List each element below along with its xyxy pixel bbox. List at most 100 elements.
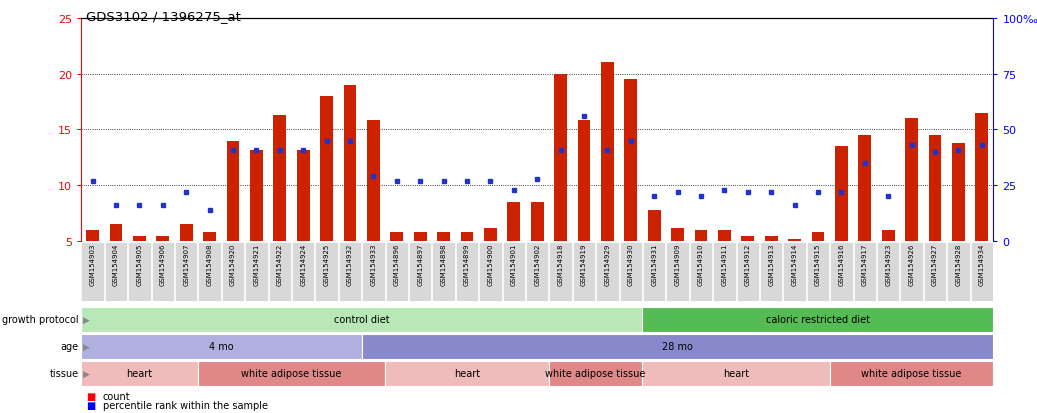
- Bar: [274, 116, 286, 242]
- Text: GSM154932: GSM154932: [347, 243, 353, 286]
- Bar: [905, 119, 918, 242]
- Text: GDS3102 / 1396275_at: GDS3102 / 1396275_at: [86, 10, 241, 23]
- Text: GSM154902: GSM154902: [534, 243, 540, 286]
- Bar: [292, 242, 314, 301]
- Bar: [362, 334, 993, 359]
- Bar: [414, 233, 426, 242]
- Bar: [788, 240, 801, 242]
- Bar: [976, 113, 988, 242]
- Text: control diet: control diet: [334, 315, 390, 325]
- Bar: [550, 242, 571, 301]
- Text: GSM154922: GSM154922: [277, 243, 283, 285]
- Bar: [175, 242, 197, 301]
- Text: GSM154908: GSM154908: [206, 243, 213, 286]
- Bar: [81, 361, 198, 386]
- Bar: [179, 225, 193, 242]
- Bar: [198, 361, 385, 386]
- Text: GSM154928: GSM154928: [955, 243, 961, 286]
- Text: GSM154899: GSM154899: [464, 243, 470, 286]
- Bar: [81, 307, 643, 332]
- Bar: [549, 361, 643, 386]
- Bar: [643, 307, 993, 332]
- Text: heart: heart: [454, 368, 480, 378]
- Bar: [718, 230, 731, 242]
- Bar: [81, 334, 362, 359]
- Bar: [432, 242, 455, 301]
- Text: GSM154911: GSM154911: [722, 243, 727, 286]
- Text: percentile rank within the sample: percentile rank within the sample: [103, 400, 268, 410]
- Text: GSM154900: GSM154900: [487, 243, 494, 286]
- Text: GSM154897: GSM154897: [417, 243, 423, 286]
- Bar: [807, 242, 830, 301]
- Text: white adipose tissue: white adipose tissue: [862, 368, 961, 378]
- Bar: [343, 85, 357, 242]
- Bar: [713, 242, 735, 301]
- Bar: [385, 361, 549, 386]
- Bar: [835, 147, 848, 242]
- Text: GSM154906: GSM154906: [160, 243, 166, 286]
- Bar: [531, 203, 543, 242]
- Bar: [320, 97, 333, 242]
- Text: GSM154910: GSM154910: [698, 243, 704, 286]
- Bar: [643, 242, 666, 301]
- Text: GSM154933: GSM154933: [370, 243, 376, 286]
- Bar: [596, 242, 619, 301]
- Bar: [924, 242, 946, 301]
- Bar: [578, 121, 590, 242]
- Bar: [438, 233, 450, 242]
- Bar: [367, 121, 380, 242]
- Bar: [928, 135, 942, 242]
- Text: ■: ■: [86, 400, 95, 410]
- Text: GSM154912: GSM154912: [745, 243, 751, 286]
- Bar: [764, 236, 778, 242]
- Text: ■: ■: [86, 392, 95, 401]
- Bar: [881, 230, 895, 242]
- Bar: [619, 242, 642, 301]
- Text: GSM154905: GSM154905: [137, 243, 142, 286]
- Text: GSM154914: GSM154914: [791, 243, 797, 286]
- Text: GSM154929: GSM154929: [605, 243, 611, 286]
- Text: 28 mo: 28 mo: [662, 342, 693, 351]
- Text: GSM154907: GSM154907: [184, 243, 189, 286]
- Bar: [245, 242, 268, 301]
- Bar: [853, 242, 876, 301]
- Bar: [409, 242, 431, 301]
- Bar: [830, 361, 993, 386]
- Bar: [971, 242, 993, 301]
- Text: GSM154898: GSM154898: [441, 243, 447, 286]
- Bar: [741, 236, 754, 242]
- Text: GSM154921: GSM154921: [253, 243, 259, 286]
- Bar: [339, 242, 361, 301]
- Bar: [643, 361, 830, 386]
- Text: GSM154918: GSM154918: [558, 243, 563, 286]
- Bar: [110, 225, 122, 242]
- Text: white adipose tissue: white adipose tissue: [545, 368, 646, 378]
- Text: GSM154930: GSM154930: [627, 243, 634, 286]
- Text: GSM154909: GSM154909: [674, 243, 680, 286]
- Bar: [695, 230, 707, 242]
- Bar: [736, 242, 759, 301]
- Bar: [624, 80, 637, 242]
- Bar: [900, 242, 923, 301]
- Text: heart: heart: [127, 368, 152, 378]
- Bar: [479, 242, 502, 301]
- Text: GSM154901: GSM154901: [511, 243, 516, 286]
- Text: GSM154916: GSM154916: [838, 243, 844, 286]
- Text: GSM154925: GSM154925: [324, 243, 330, 285]
- Bar: [390, 233, 403, 242]
- Bar: [503, 242, 525, 301]
- Bar: [151, 242, 174, 301]
- Text: GSM154917: GSM154917: [862, 243, 868, 286]
- Bar: [671, 228, 684, 242]
- Text: GSM154896: GSM154896: [394, 243, 400, 286]
- Bar: [507, 203, 521, 242]
- Text: GSM154924: GSM154924: [300, 243, 306, 285]
- Bar: [947, 242, 970, 301]
- Bar: [952, 143, 964, 242]
- Bar: [831, 242, 852, 301]
- Bar: [86, 230, 99, 242]
- Text: heart: heart: [723, 368, 749, 378]
- Text: GSM154904: GSM154904: [113, 243, 119, 286]
- Bar: [203, 233, 216, 242]
- Text: ▶: ▶: [83, 369, 90, 378]
